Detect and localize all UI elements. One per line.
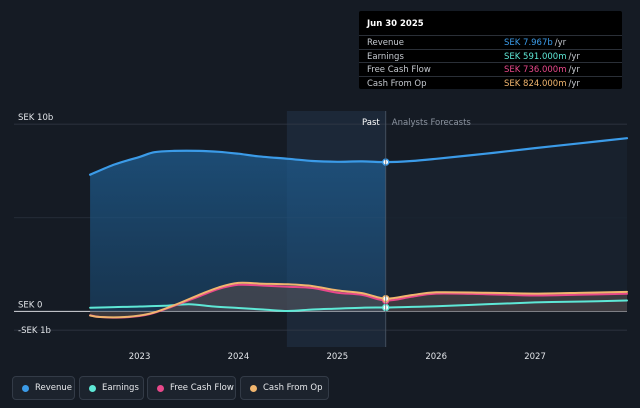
x-tick-label-2023: 2023 bbox=[129, 352, 151, 362]
legend-label: Earnings bbox=[102, 383, 139, 393]
line-earnings bbox=[89, 299, 628, 313]
tooltip-date: Jun 30 2025 bbox=[367, 19, 424, 29]
x-tick-label-2025: 2025 bbox=[326, 352, 348, 362]
past-label: Past bbox=[362, 118, 380, 128]
tooltip-value: SEK 824.000m/yr bbox=[504, 78, 580, 89]
tooltip-unit: /yr bbox=[568, 78, 580, 89]
tooltip-label: Cash From Op bbox=[367, 78, 427, 89]
tooltip-unit: /yr bbox=[568, 51, 580, 62]
y-tick-label: SEK 0 bbox=[18, 300, 42, 310]
x-tick-label-2027: 2027 bbox=[524, 352, 546, 362]
forecast-label: Analysts Forecasts bbox=[392, 118, 472, 128]
line-cash-from-op bbox=[89, 281, 628, 319]
y-tick-label: SEK 10b bbox=[18, 113, 53, 123]
legend-dot-icon bbox=[157, 385, 164, 392]
legend-label: Free Cash Flow bbox=[170, 383, 234, 393]
area-free-cash-flow bbox=[90, 284, 628, 318]
legend-label: Revenue bbox=[35, 383, 73, 393]
line-revenue bbox=[89, 137, 629, 176]
legend-item-free-cash-flow[interactable]: Free Cash Flow bbox=[147, 376, 236, 400]
legend-dot-icon bbox=[22, 385, 29, 392]
tooltip-label: Free Cash Flow bbox=[367, 65, 431, 75]
tooltip-row-revenue: Revenue SEK 7.967b/yr bbox=[359, 35, 622, 49]
legend-item-cash-from-op[interactable]: Cash From Op bbox=[240, 376, 329, 400]
tooltip-row-free-cash-flow: Free Cash Flow SEK 736.000m/yr bbox=[359, 62, 622, 76]
legend-label: Cash From Op bbox=[263, 383, 323, 393]
legend-item-earnings[interactable]: Earnings bbox=[79, 376, 144, 400]
legend-dot-icon bbox=[89, 385, 96, 392]
y-tick-label: -SEK 1b bbox=[18, 326, 51, 336]
tooltip-row-earnings: Earnings SEK 591.000m/yr bbox=[359, 48, 622, 63]
area-cash-from-op bbox=[90, 282, 628, 318]
x-tick-label-2026: 2026 bbox=[425, 352, 447, 362]
tooltip-unit: /yr bbox=[554, 38, 567, 48]
legend-dot-icon bbox=[250, 385, 257, 392]
tooltip-label: Earnings bbox=[367, 51, 404, 62]
x-tick-label-2024: 2024 bbox=[228, 352, 250, 362]
tooltip-row-cash-from-op: Cash From Op SEK 824.000m/yr bbox=[359, 75, 622, 90]
revenue-area-forecast bbox=[385, 138, 627, 312]
tooltip: Jun 30 2025 Revenue SEK 7.967b/yr Earnings… bbox=[359, 11, 622, 89]
revenue-area-past bbox=[90, 150, 386, 312]
tooltip-label: Revenue bbox=[367, 38, 405, 48]
tooltip-value: SEK 591.000m/yr bbox=[504, 51, 580, 62]
tooltip-value: SEK 736.000m/yr bbox=[504, 65, 580, 75]
legend-item-revenue[interactable]: Revenue bbox=[12, 376, 75, 400]
tooltip-unit: /yr bbox=[568, 65, 580, 75]
tooltip-value: SEK 7.967b/yr bbox=[504, 38, 567, 48]
